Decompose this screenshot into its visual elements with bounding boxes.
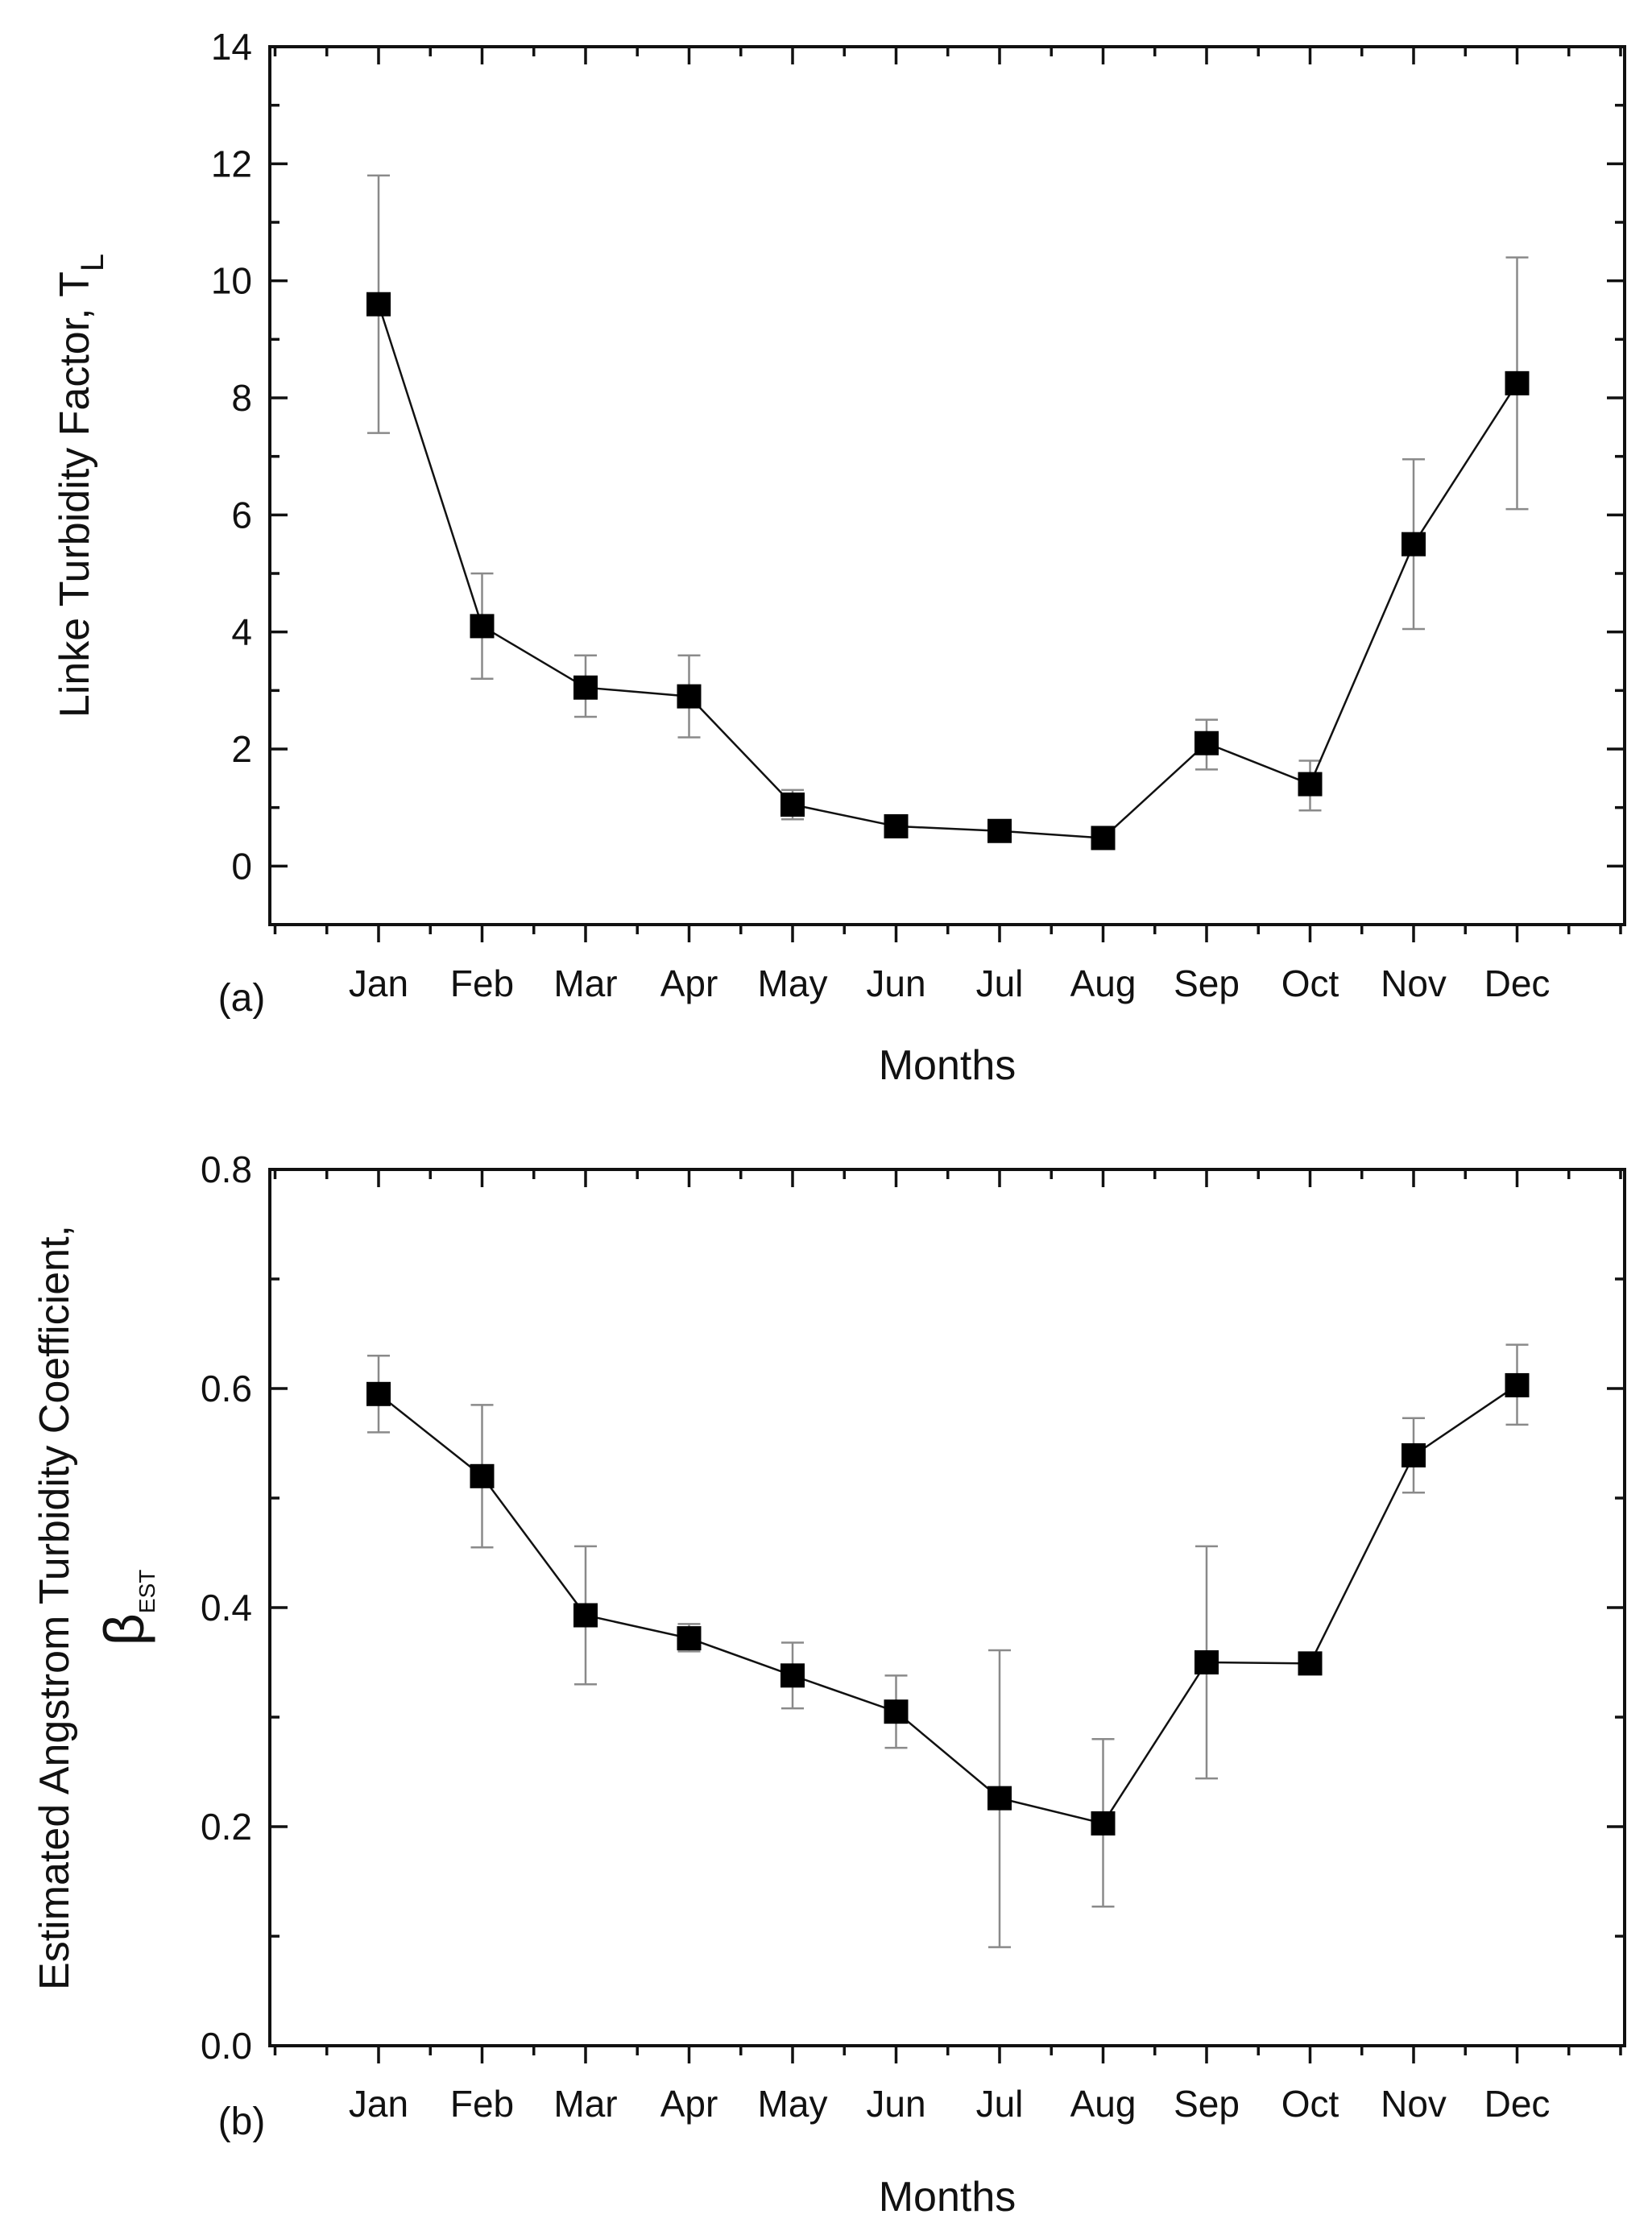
- x-tick-label-jan: Jan: [349, 962, 408, 1004]
- y-tick-label: 0.8: [201, 1149, 252, 1190]
- x-tick-label-nov: Nov: [1381, 962, 1447, 1004]
- x-tick-label-mar: Mar: [553, 962, 617, 1004]
- x-tick-label-may: May: [758, 2083, 828, 2125]
- data-point-mar: [573, 1603, 598, 1628]
- data-point-nov: [1402, 532, 1426, 557]
- data-point-dec: [1505, 1372, 1530, 1397]
- data-point-apr: [677, 1626, 702, 1651]
- data-point-jan: [366, 292, 391, 317]
- x-tick-label-apr: Apr: [660, 2083, 718, 2125]
- plot-frame: [268, 45, 1626, 926]
- data-point-jan: [366, 1381, 391, 1406]
- data-point-nov: [1402, 1442, 1426, 1467]
- y-tick-label: 4: [231, 611, 252, 653]
- y-tick-label: 0.6: [201, 1368, 252, 1409]
- y-axis-title-subscript: EST: [135, 1570, 159, 1613]
- series-line: [377, 304, 1518, 839]
- y-axis-title-main: Linke Turbidity Factor, T: [52, 271, 98, 718]
- data-point-sep: [1194, 1650, 1219, 1674]
- x-tick-label-jul: Jul: [976, 2083, 1024, 2125]
- x-tick-label-dec: Dec: [1484, 962, 1551, 1004]
- data-point-oct: [1298, 772, 1323, 797]
- x-tick-label-oct: Oct: [1281, 962, 1339, 1004]
- x-tick-label-dec: Dec: [1484, 2083, 1551, 2125]
- data-point-apr: [677, 684, 702, 709]
- data-point-jun: [884, 813, 909, 838]
- y-tick-label: 12: [211, 143, 252, 184]
- y-tick-label: 8: [231, 377, 252, 419]
- x-axis-title: Months: [879, 1042, 1016, 1089]
- y-axis-title-beta: β: [93, 1613, 155, 1645]
- data-point-jul: [987, 818, 1012, 843]
- x-tick-label-jan: Jan: [349, 2083, 408, 2125]
- x-tick-label-jun: Jun: [866, 962, 925, 1004]
- data-point-feb: [470, 1463, 495, 1488]
- x-tick-label-aug: Aug: [1070, 962, 1137, 1004]
- x-tick-label-feb: Feb: [450, 962, 514, 1004]
- data-point-dec: [1505, 370, 1530, 395]
- x-tick-label-nov: Nov: [1381, 2083, 1447, 2125]
- data-point-mar: [573, 675, 598, 700]
- data-point-oct: [1298, 1651, 1323, 1676]
- y-tick-label: 14: [211, 26, 252, 68]
- x-tick-label-oct: Oct: [1281, 2083, 1339, 2125]
- y-tick-label: 0.2: [201, 1806, 252, 1848]
- x-tick-label-feb: Feb: [450, 2083, 514, 2125]
- panel-b-angstrom-coefficient-chart: 0.0 0.2 0.4 0.6 0.8 Jan Feb Mar Apr May Jun Jul Aug S…: [31, 1149, 1626, 2221]
- plot-frame: [268, 1168, 1626, 2047]
- y-axis-title: Linke Turbidity Factor, TL: [52, 254, 110, 718]
- x-tick-label-sep: Sep: [1174, 962, 1240, 1004]
- x-tick-label-mar: Mar: [553, 2083, 617, 2125]
- data-point-jun: [884, 1699, 909, 1724]
- y-tick-label: 2: [231, 728, 252, 770]
- x-tick-label-aug: Aug: [1070, 2083, 1137, 2125]
- panel-label: (a): [218, 977, 266, 1020]
- panel-a-turbidity-factor-chart: 0 2 4 6 8 10 12 14 Jan Feb Mar Apr May Jun Jul Aug Sep Oc…: [52, 26, 1626, 1089]
- y-axis-title-line2: βEST: [93, 1570, 159, 1646]
- data-point-may: [780, 793, 805, 817]
- y-tick-label: 0: [231, 845, 252, 887]
- data-point-may: [780, 1663, 805, 1688]
- data-point-aug: [1091, 826, 1116, 851]
- y-axis-title-subscript: L: [75, 254, 110, 271]
- y-axis-title-line1: Estimated Angstrom Turbidity Coefficient…: [31, 1225, 78, 1990]
- data-point-sep: [1194, 731, 1219, 755]
- panel-label: (b): [218, 2100, 266, 2143]
- x-tick-label-jul: Jul: [976, 962, 1024, 1004]
- y-tick-label: 6: [231, 494, 252, 536]
- data-point-jul: [987, 1786, 1012, 1811]
- x-tick-label-may: May: [758, 962, 828, 1004]
- y-tick-label: 0.4: [201, 1587, 252, 1629]
- data-point-aug: [1091, 1811, 1116, 1836]
- data-point-feb: [470, 614, 495, 639]
- x-tick-label-jun: Jun: [866, 2083, 925, 2125]
- series-line: [378, 1384, 1518, 1825]
- x-axis-title: Months: [879, 2174, 1016, 2221]
- y-tick-label: 0.0: [201, 2025, 252, 2067]
- x-tick-label-apr: Apr: [660, 962, 718, 1004]
- y-tick-label: 10: [211, 260, 252, 302]
- x-tick-label-sep: Sep: [1174, 2083, 1240, 2125]
